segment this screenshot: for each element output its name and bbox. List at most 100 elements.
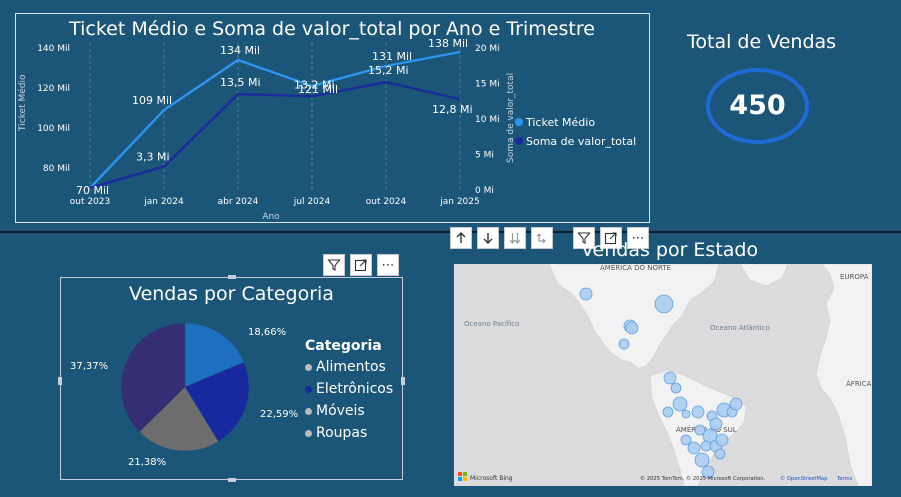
map-bubble[interactable] — [691, 405, 705, 419]
microsoft-logo-icon-part — [458, 477, 462, 481]
map-visual[interactable]: AMÉRICA DO NORTE EUROPA ÁFRICA AMÉRICA D… — [454, 264, 872, 486]
x-tick-label: jul 2024 — [293, 197, 331, 207]
pie-legend-item[interactable]: Roupas — [305, 422, 393, 444]
microsoft-logo-icon-part — [463, 472, 467, 476]
right-tick-label: 5 Mi — [475, 151, 494, 161]
map-bubble[interactable] — [701, 465, 715, 479]
map-bubble[interactable] — [662, 406, 674, 418]
pie-legend-title: Categoria — [305, 338, 382, 354]
left-axis-label: Ticket Médio — [17, 74, 28, 132]
ticket-medio-line[interactable] — [89, 50, 461, 189]
map-bubble[interactable] — [680, 434, 692, 446]
map-bubble[interactable] — [700, 440, 712, 452]
map-bubble[interactable] — [714, 448, 726, 460]
ticket-data-label: 138 Mil — [428, 37, 468, 50]
resize-handle-top[interactable] — [228, 275, 236, 279]
line-chart-data-labels: 70 Mil 109 Mil 134 Mil 121 Mil 131 Mil 138 Mi… — [76, 37, 473, 197]
map-bubble[interactable] — [654, 294, 674, 314]
arrow-up-icon[interactable] — [450, 227, 472, 249]
ticket-data-label: 121 Mil — [298, 83, 338, 96]
legend-soma-label[interactable]: Soma de valor_total — [526, 135, 636, 148]
soma-valor-total-line[interactable] — [89, 80, 461, 190]
line-chart-legend: Ticket Médio Soma de valor_total — [515, 116, 636, 148]
line-chart-visual[interactable] — [15, 13, 650, 223]
more-options-icon[interactable]: ⋯ — [377, 254, 399, 276]
filter-icon[interactable] — [573, 227, 595, 249]
pie-slice-roupas[interactable] — [120, 322, 186, 433]
resize-handle-left[interactable] — [58, 377, 62, 385]
greenland-shape — [739, 264, 789, 287]
map-label-atlantic: Oceano Atlântico — [710, 324, 770, 332]
osm-link[interactable]: © OpenStreetMap — [780, 475, 828, 482]
filter-icon[interactable] — [323, 254, 345, 276]
soma-data-label: 12,8 Mi — [432, 103, 473, 116]
map-bubble[interactable] — [663, 371, 677, 385]
terms-link[interactable]: Terms — [836, 476, 853, 482]
pie-slice-eletrônicos[interactable] — [184, 361, 250, 442]
pie-legend-label: Alimentos — [316, 359, 386, 375]
left-tick-label: 100 Mil — [37, 124, 70, 134]
map-bubble[interactable] — [694, 424, 706, 436]
pie-legend-label: Eletrônicos — [316, 381, 394, 397]
legend-dot-ticket — [515, 118, 523, 126]
map-bubble[interactable] — [625, 321, 639, 335]
left-axis-ticks: 140 Mil 120 Mil 100 Mil 80 Mil — [37, 44, 70, 174]
more-options-icon[interactable]: ⋯ — [627, 227, 649, 249]
x-tick-label: jan 2024 — [143, 197, 184, 207]
map-title: Vendas por Estado — [581, 239, 759, 261]
map-bubbles[interactable] — [579, 287, 743, 479]
pie-chart-svg: 18,66% 22,59% 21,38% 37,37% — [70, 322, 298, 468]
pie-slice-alimentos[interactable] — [184, 322, 245, 388]
pie-visual-toolbar: ⋯ — [323, 254, 399, 276]
pie-legend-item[interactable]: Eletrônicos — [305, 378, 393, 400]
double-arrow-down-icon[interactable] — [504, 227, 526, 249]
kpi-value: 450 — [729, 90, 786, 121]
pie-slice-labels: 18,66% 22,59% 21,38% 37,37% — [70, 327, 298, 468]
line-chart-svg: Ticket Médio e Soma de valor_total por A… — [17, 18, 636, 222]
pie-title: Vendas por Categoria — [129, 283, 334, 305]
map-bubble[interactable] — [694, 452, 710, 468]
expand-hierarchy-icon[interactable] — [531, 227, 553, 249]
right-tick-label: 20 Mi — [475, 44, 500, 54]
right-axis-ticks: 20 Mi 15 Mi 10 Mi 5 Mi 0 Mi — [475, 44, 500, 196]
map-bubble[interactable] — [579, 287, 593, 301]
map-bubble[interactable] — [687, 441, 701, 455]
pie-legend-label: Móveis — [316, 403, 365, 419]
pie-slice-label: 21,38% — [128, 457, 166, 468]
map-bubble[interactable] — [618, 338, 630, 350]
pie-slice-móveis[interactable] — [139, 386, 219, 452]
ticket-data-label: 134 Mil — [220, 44, 260, 57]
kpi-title: Total de Vendas — [687, 31, 837, 53]
map-label-north-america: AMÉRICA DO NORTE — [600, 264, 671, 272]
pie-legend-item[interactable]: Móveis — [305, 400, 393, 422]
map-bubble[interactable] — [729, 397, 743, 411]
focus-mode-icon[interactable] — [350, 254, 372, 276]
resize-handle-bottom[interactable] — [228, 478, 236, 482]
map-bubble[interactable] — [681, 409, 691, 419]
left-tick-label: 80 Mil — [43, 164, 70, 174]
right-tick-label: 0 Mi — [475, 186, 494, 196]
map-bubble[interactable] — [672, 396, 688, 412]
resize-handle-right[interactable] — [401, 377, 405, 385]
legend-dot-icon — [305, 363, 312, 371]
x-tick-label: out 2024 — [366, 197, 407, 207]
map-canvas[interactable]: AMÉRICA DO NORTE EUROPA ÁFRICA AMÉRICA D… — [454, 264, 872, 486]
microsoft-logo-icon — [458, 472, 462, 476]
map-bubble[interactable] — [670, 382, 682, 394]
map-bubble[interactable] — [709, 417, 723, 431]
bing-logo: Microsoft Bing — [470, 475, 513, 482]
map-label-pacific: Oceano Pacífico — [464, 320, 519, 328]
legend-ticket-label[interactable]: Ticket Médio — [525, 116, 595, 129]
pie-legend-label: Roupas — [316, 425, 368, 441]
pie-slice-label: 37,37% — [70, 361, 108, 372]
focus-mode-icon[interactable] — [600, 227, 622, 249]
pie-slices — [120, 322, 250, 452]
pie-slice-label: 22,59% — [260, 409, 298, 420]
microsoft-logo-icon-part — [463, 477, 467, 481]
arrow-down-icon[interactable] — [477, 227, 499, 249]
ticket-data-label: 109 Mil — [132, 94, 172, 107]
line-chart-title: Ticket Médio e Soma de valor_total por A… — [68, 18, 595, 40]
pie-legend-item[interactable]: Alimentos — [305, 356, 393, 378]
map-label-africa: ÁFRICA — [846, 379, 872, 388]
map-bubble[interactable] — [715, 433, 729, 447]
